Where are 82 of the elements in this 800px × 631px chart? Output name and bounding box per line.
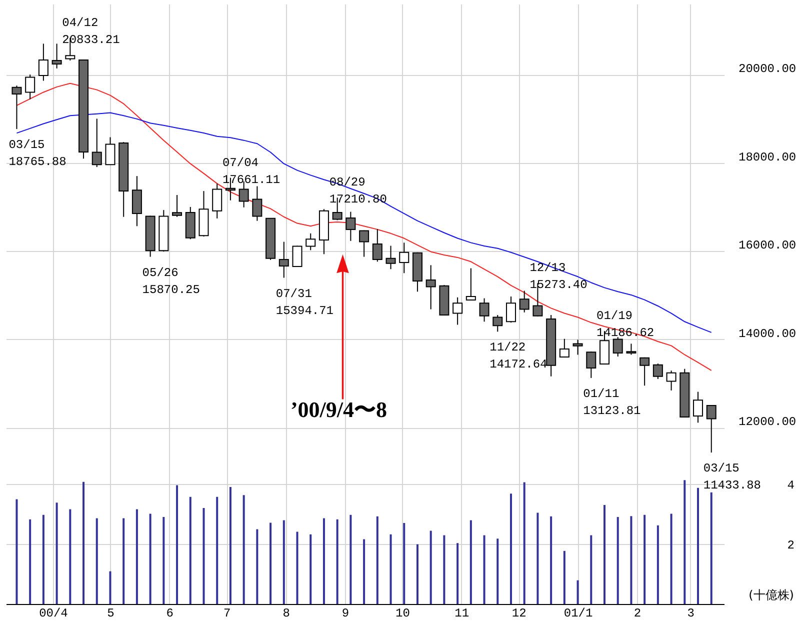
bar [296, 532, 298, 604]
bar [430, 530, 432, 604]
x-tick-label: 9 [342, 606, 350, 620]
annotation: 07/31 15394.71 [276, 286, 334, 318]
bar [189, 496, 192, 604]
bar [363, 539, 366, 604]
y-tick-label: 18000.00 [738, 150, 796, 164]
bar [256, 529, 258, 604]
bar [630, 516, 632, 604]
bar [590, 535, 592, 604]
annotation: 01/11 13123.81 [583, 386, 641, 418]
bar [336, 519, 338, 604]
bar [149, 514, 152, 604]
x-tick-label: 6 [166, 606, 174, 620]
x-tick-label: 5 [107, 606, 114, 620]
x-tick-label: 3 [687, 606, 694, 620]
bar [376, 516, 378, 604]
annotation: 04/12 20833.21 [62, 16, 120, 47]
bar [229, 487, 232, 604]
x-tick-label: 00/4 [39, 606, 68, 620]
y2-tick-label: 4 [787, 478, 794, 492]
x-tick-label: 8 [282, 606, 290, 620]
x-tick-label: 7 [224, 606, 231, 620]
bar [510, 494, 512, 604]
annotation: ’00/9/4〜8 [290, 397, 388, 422]
annotation: 03/15 11433.88 [703, 462, 761, 493]
bar [136, 509, 138, 604]
bar [483, 535, 486, 604]
bar [550, 516, 552, 604]
y-tick-label: 16000.00 [738, 238, 796, 253]
bar [536, 512, 539, 604]
bar [162, 517, 165, 604]
bar [496, 538, 499, 604]
bar [29, 519, 32, 604]
bar [604, 505, 606, 604]
bar [670, 514, 672, 604]
y-tick-label: 12000.00 [738, 415, 796, 430]
x-tick-label: 2 [634, 606, 642, 620]
bar [390, 534, 392, 604]
bar [616, 517, 619, 604]
bar [122, 518, 125, 604]
bar [697, 488, 700, 604]
bar [202, 508, 205, 604]
bar [176, 485, 178, 604]
bar [69, 509, 72, 604]
bar [523, 482, 526, 604]
annotation: 03/15 18765.88 [8, 138, 66, 170]
bar [310, 534, 312, 604]
bar [710, 492, 712, 604]
bar [282, 520, 285, 604]
bar [456, 543, 459, 604]
bar [96, 518, 98, 604]
annotation: 07/04 17661.11 [222, 156, 280, 187]
bar [656, 525, 659, 604]
x-tick-label: 10 [396, 606, 410, 620]
annotation: 05/26 15870.25 [142, 266, 200, 297]
x-tick-label: 12 [512, 606, 526, 620]
bar [270, 522, 272, 604]
y-tick-label: 14000.00 [738, 326, 796, 341]
bar [576, 580, 579, 604]
bar [470, 520, 472, 604]
bar [42, 514, 44, 604]
bar [644, 514, 646, 604]
y-tick-label: 20000.00 [738, 62, 796, 76]
x-tick-label: 01/1 [564, 606, 593, 620]
bar [82, 482, 85, 604]
x-tick-label: 11 [454, 606, 470, 620]
bar [242, 495, 245, 604]
bar [684, 480, 686, 604]
bar [443, 535, 446, 604]
bar [416, 544, 418, 604]
bar [403, 523, 406, 604]
annotation: 11/22 14172.64 [490, 340, 548, 372]
bar [322, 518, 325, 604]
y2-tick-label: 2 [787, 538, 794, 552]
bar [350, 514, 352, 604]
bar [109, 571, 112, 604]
bar [56, 502, 58, 604]
bar [216, 496, 218, 604]
text: (十億株) [748, 588, 794, 602]
bar [16, 499, 18, 604]
bar [563, 550, 566, 604]
